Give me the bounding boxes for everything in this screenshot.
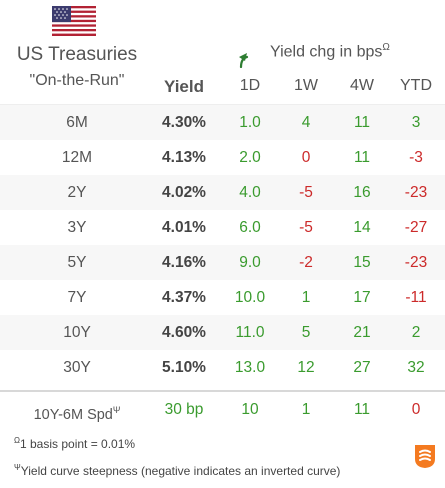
footnote-psi-marker: Ψ (14, 463, 21, 472)
widget-title: US Treasuries (16, 44, 138, 65)
spread-label-text: 10Y-6M Spd (33, 406, 113, 423)
change-4w: 11 (353, 114, 371, 131)
maturity-label: 7Y (67, 289, 87, 306)
yield-change-label: Yield chg in bps (270, 43, 383, 61)
spread-1d: 10 (241, 401, 259, 418)
change-ytd: -3 (409, 149, 423, 166)
yield-value: 4.60% (162, 324, 206, 341)
yield-value: 4.30% (162, 114, 206, 131)
change-1w: -5 (299, 219, 313, 236)
psi-marker: Ψ (112, 405, 121, 415)
footnote-basis-point: Ω1 basis point = 0.01% (14, 436, 135, 451)
change-ytd: 2 (411, 324, 421, 341)
change-4w: 27 (353, 359, 371, 376)
maturity-label: 6M (66, 114, 88, 131)
maturity-label: 12M (61, 149, 93, 166)
widget-subtitle: "On-the-Run" (29, 72, 125, 89)
change-4w: 16 (353, 184, 371, 201)
change-1w: -2 (299, 254, 313, 271)
footnote-curve-steepness: ΨYield curve steepness (negative indicat… (14, 463, 340, 478)
change-1w: 12 (297, 359, 315, 376)
omega-marker: Ω (382, 42, 390, 53)
table-row[interactable]: 30Y 5.10% 13.0 12 27 32 (0, 350, 445, 385)
maturity-label: 3Y (67, 219, 87, 236)
change-1w: 4 (301, 114, 311, 131)
change-ytd: -27 (404, 219, 428, 236)
spread-label: 10Y-6M SpdΨ (0, 392, 154, 428)
brand-logo-icon[interactable] (412, 443, 438, 469)
yield-table: 6M 4.30% 1.0 4 11 3 12M 4.13% 2.0 0 11 -3 2Y 4.02% 4.0… (0, 105, 445, 385)
table-row[interactable]: 3Y 4.01% 6.0 -5 14 -27 (0, 210, 445, 245)
change-1w: 5 (301, 324, 311, 341)
us-flag-icon (52, 6, 96, 36)
yield-value: 4.13% (162, 149, 206, 166)
change-1d: 4.0 (239, 184, 261, 201)
change-4w: 17 (353, 289, 371, 306)
change-1w: 0 (301, 149, 311, 166)
change-4w: 21 (353, 324, 371, 341)
curved-arrow-icon[interactable] (236, 52, 252, 68)
table-row[interactable]: 6M 4.30% 1.0 4 11 3 (0, 105, 445, 140)
maturity-label: 5Y (67, 254, 87, 271)
maturity-label: 30Y (63, 359, 91, 376)
change-1d: 6.0 (239, 219, 261, 236)
header-divider (0, 104, 445, 105)
spread-divider (0, 390, 445, 392)
maturity-label: 10Y (63, 324, 91, 341)
spread-ytd: 0 (411, 401, 421, 418)
change-4w: 11 (353, 149, 371, 166)
change-ytd: -23 (404, 254, 428, 271)
yield-change-header: Yield chg in bpsΩ (270, 42, 390, 61)
spread-value: 30 bp (164, 401, 204, 418)
table-row[interactable]: 12M 4.13% 2.0 0 11 -3 (0, 140, 445, 175)
change-1w: -5 (299, 184, 313, 201)
yield-value: 5.10% (162, 359, 206, 376)
col-header-yield[interactable]: Yield (164, 77, 204, 96)
table-row[interactable]: 5Y 4.16% 9.0 -2 15 -23 (0, 245, 445, 280)
change-ytd: 3 (411, 114, 421, 131)
change-1w: 1 (301, 289, 311, 306)
spread-1w: 1 (301, 401, 311, 418)
change-ytd: -11 (405, 289, 427, 306)
change-1d: 2.0 (239, 149, 261, 166)
footnote-omega-text: 1 basis point = 0.01% (19, 437, 136, 451)
change-ytd: 32 (407, 359, 425, 376)
table-row[interactable]: 10Y 4.60% 11.0 5 21 2 (0, 315, 445, 350)
yield-value: 4.16% (162, 254, 206, 271)
footnote-psi-text: Yield curve steepness (negative indicate… (20, 464, 341, 478)
change-1d: 11.0 (235, 324, 265, 341)
footnote-omega-marker: Ω (14, 436, 20, 445)
col-header-1w[interactable]: 1W (294, 77, 318, 94)
col-header-4w[interactable]: 4W (350, 77, 374, 94)
maturity-label: 2Y (67, 184, 87, 201)
yield-value: 4.01% (162, 219, 206, 236)
change-ytd: -23 (404, 184, 428, 201)
table-row[interactable]: 2Y 4.02% 4.0 -5 16 -23 (0, 175, 445, 210)
change-1d: 13.0 (234, 359, 266, 376)
yield-value: 4.02% (162, 184, 206, 201)
spread-4w: 11 (353, 401, 371, 418)
change-1d: 9.0 (239, 254, 261, 271)
change-4w: 14 (353, 219, 371, 236)
table-row[interactable]: 7Y 4.37% 10.0 1 17 -11 (0, 280, 445, 315)
col-header-ytd[interactable]: YTD (400, 77, 432, 94)
change-4w: 15 (353, 254, 371, 271)
change-1d: 1.0 (239, 114, 261, 131)
change-1d: 10.0 (234, 289, 266, 306)
col-header-1d[interactable]: 1D (239, 77, 261, 94)
spread-row: 10Y-6M SpdΨ 30 bp 10 1 11 0 (0, 392, 445, 428)
yield-value: 4.37% (162, 289, 206, 306)
